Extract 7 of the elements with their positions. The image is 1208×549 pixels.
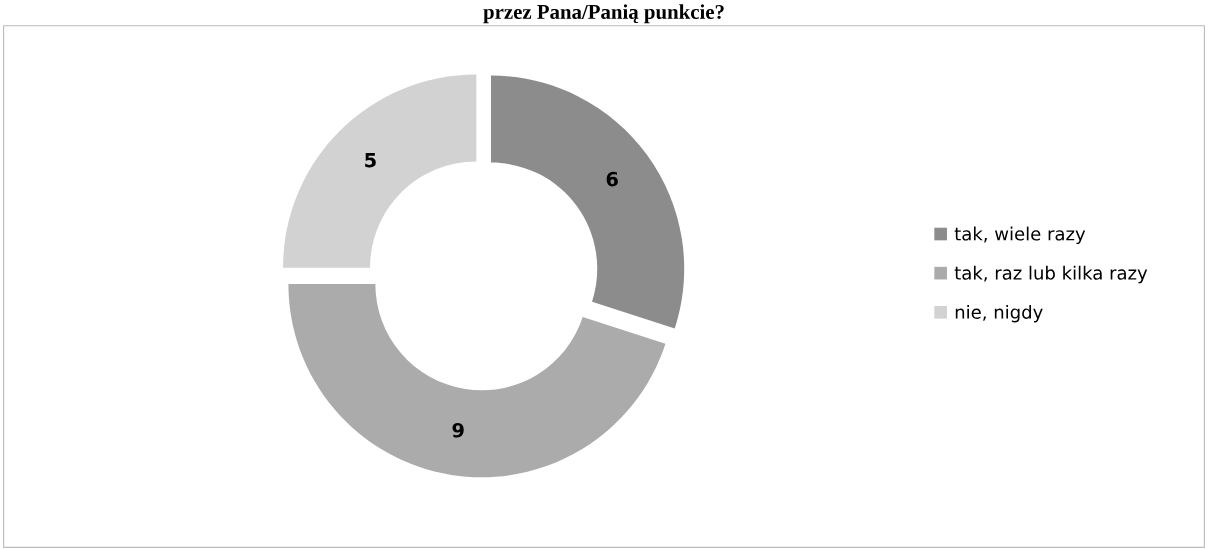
data-label: 9 (452, 422, 464, 438)
data-label: 5 (365, 152, 376, 168)
legend-label: tak, raz lub kilka razy (954, 265, 1148, 284)
chart-title: przez Pana/Panią punkcie? (483, 4, 724, 24)
legend-label: tak, wiele razy (954, 226, 1086, 245)
data-label: 6 (606, 171, 618, 187)
legend-label: nie, nigdy (955, 304, 1043, 323)
